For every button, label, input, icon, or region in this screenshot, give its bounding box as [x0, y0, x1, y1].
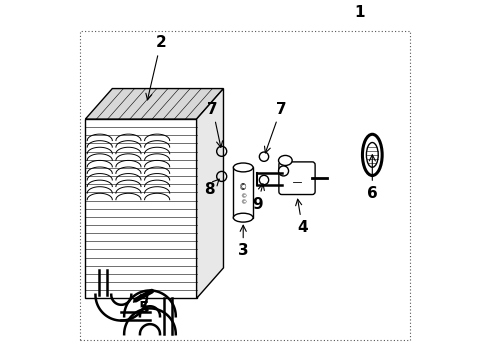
Text: 4: 4	[295, 199, 308, 235]
Text: 6: 6	[367, 155, 378, 201]
Text: 9: 9	[252, 184, 264, 212]
Text: ©: ©	[239, 183, 247, 192]
Ellipse shape	[367, 143, 378, 167]
Text: 2: 2	[146, 35, 166, 100]
Text: 5: 5	[139, 301, 150, 316]
Circle shape	[278, 166, 289, 176]
Polygon shape	[85, 119, 196, 298]
Text: 8: 8	[204, 179, 219, 197]
Polygon shape	[85, 89, 223, 119]
Text: 7: 7	[265, 102, 286, 153]
Polygon shape	[196, 89, 223, 298]
Text: 3: 3	[238, 225, 248, 258]
Bar	[233, 167, 253, 218]
Ellipse shape	[233, 213, 253, 222]
Text: ©
©: © ©	[240, 194, 246, 205]
Text: 7: 7	[207, 102, 222, 147]
Ellipse shape	[233, 163, 253, 172]
Bar	[80, 31, 410, 339]
Ellipse shape	[278, 156, 292, 166]
Text: 1: 1	[354, 5, 365, 20]
FancyBboxPatch shape	[279, 162, 315, 194]
